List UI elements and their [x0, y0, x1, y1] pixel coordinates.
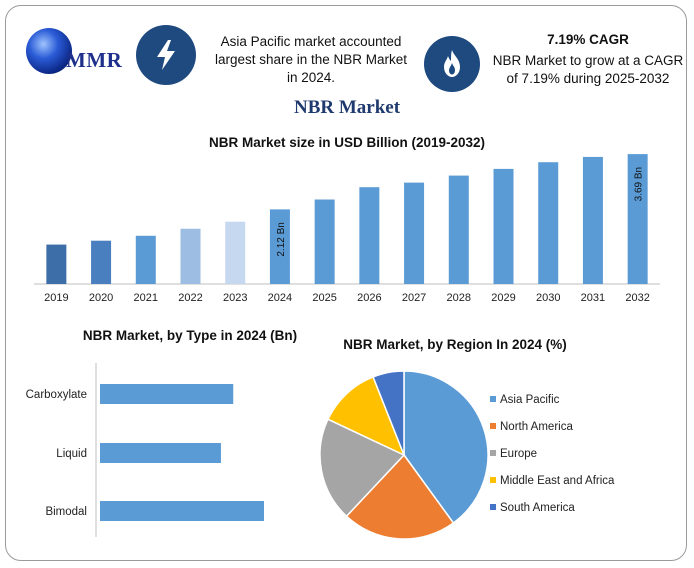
- bar-data-label: 2.12 Bn: [276, 222, 287, 256]
- lightning-icon: [136, 25, 196, 85]
- logo-text: MMR: [66, 48, 123, 72]
- pie-slice-europe: [319, 418, 406, 518]
- legend-swatch: [490, 477, 496, 483]
- legend-swatch: [490, 423, 496, 429]
- category-label: Liquid: [56, 448, 87, 460]
- legend-label: Europe: [500, 448, 537, 460]
- bar-2031: [582, 156, 603, 284]
- info1-line3: in 2024.: [286, 70, 336, 85]
- info1-line2: largest share in the NBR Market: [214, 52, 408, 67]
- x-tick-label: 2024: [268, 292, 292, 304]
- info2-title: 7.19% CAGR: [547, 32, 629, 47]
- x-tick-label: 2027: [402, 292, 426, 304]
- pie-slice-north-america: [345, 453, 455, 540]
- x-tick-label: 2028: [447, 292, 471, 304]
- bar-2019: [46, 244, 67, 284]
- x-tick-label: 2029: [491, 292, 515, 304]
- pie-slice-south-america: [372, 370, 405, 456]
- legend-swatch: [490, 396, 496, 402]
- bar-2021: [135, 235, 156, 284]
- pie-slice-asia-pacific: [403, 370, 489, 525]
- bar-2029: [493, 168, 514, 284]
- info-asia-pacific: Asia Pacific market accounted largest sh…: [205, 33, 417, 87]
- x-tick-label: 2026: [357, 292, 381, 304]
- legend-swatch: [490, 504, 496, 510]
- legend-label: Middle East and Africa: [500, 475, 615, 487]
- bar-2028: [448, 175, 469, 284]
- x-tick-label: 2020: [89, 292, 113, 304]
- info2-line1: NBR Market to grow at a CAGR: [492, 53, 684, 68]
- bar-2027: [404, 182, 425, 284]
- x-tick-label: 2022: [178, 292, 202, 304]
- bar-data-label: 3.69 Bn: [634, 167, 645, 201]
- x-tick-label: 2021: [134, 292, 158, 304]
- flame-icon: [424, 36, 480, 92]
- info1-line1: Asia Pacific market accounted: [220, 34, 402, 49]
- bar-chart-title: NBR Market size in USD Billion (2019-203…: [208, 135, 486, 150]
- info-cagr: 7.19% CAGR NBR Market to grow at a CAGR …: [490, 31, 686, 88]
- x-tick-label: 2023: [223, 292, 247, 304]
- legend-label: South America: [500, 502, 575, 514]
- x-tick-label: 2025: [312, 292, 336, 304]
- type-horizontal-bar-chart: Carboxylate Liquid Bimodal: [26, 363, 264, 537]
- main-title: NBR Market: [293, 97, 401, 118]
- bar-2023: [225, 221, 246, 284]
- hbar-liquid: [100, 443, 221, 463]
- x-tick-label: 2019: [44, 292, 68, 304]
- x-tick-label: 2030: [536, 292, 560, 304]
- type-chart-title: NBR Market, by Type in 2024 (Bn): [82, 328, 298, 343]
- x-tick-label: 2031: [581, 292, 605, 304]
- bar-2026: [359, 187, 380, 284]
- globe-logo-icon: [26, 28, 72, 74]
- bar-2020: [91, 240, 112, 284]
- market-size-bar-chart: 2019 2020 2021 2022 2023 2024 2025 2026 2027 2028…: [34, 154, 660, 304]
- pie-chart-title: NBR Market, by Region In 2024 (%): [343, 337, 567, 352]
- category-label: Carboxylate: [26, 389, 87, 401]
- pie-slice-middle-east-and-africa: [326, 375, 406, 457]
- hbar-carboxylate: [100, 384, 234, 404]
- bar-2024: [269, 209, 290, 284]
- category-label: Bimodal: [45, 506, 87, 518]
- x-tick-label: 2032: [625, 292, 649, 304]
- hbar-bimodal: [100, 501, 264, 521]
- bar-2030: [538, 162, 559, 284]
- bar-2022: [180, 228, 201, 284]
- region-pie-chart: Asia Pacific North America Europe Middle Ea…: [319, 370, 615, 540]
- legend-label: North America: [500, 421, 573, 433]
- legend-swatch: [490, 450, 496, 456]
- legend-label: Asia Pacific: [500, 394, 560, 406]
- bar-2025: [314, 199, 335, 284]
- bar-2032: [627, 154, 648, 284]
- info2-line2: of 7.19% during 2025-2032: [506, 71, 670, 86]
